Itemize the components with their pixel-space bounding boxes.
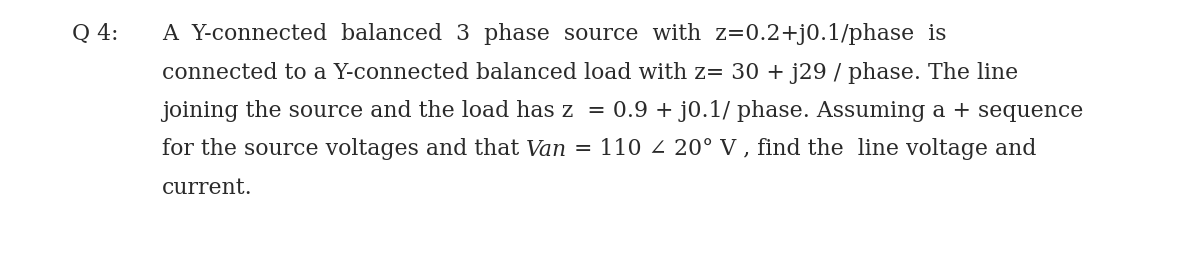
Text: A  Y-connected  balanced  3  phase  source  with  z=0.2+j0.1/phase  is: A Y-connected balanced 3 phase source wi… — [162, 23, 947, 45]
Text: connected to a Y-connected balanced load with z= 30 + j29 / phase. The line: connected to a Y-connected balanced load… — [162, 61, 1019, 84]
Text: for the source voltages and that: for the source voltages and that — [162, 138, 527, 161]
Text: current.: current. — [162, 177, 253, 199]
Text: Q 4:: Q 4: — [72, 23, 119, 45]
Text: joining the source and the load has z  = 0.9 + j0.1/ phase. Assuming a + sequenc: joining the source and the load has z = … — [162, 100, 1084, 122]
Text: Van: Van — [527, 138, 568, 161]
Text: = 110 ∠ 20° V , find the  line voltage and: = 110 ∠ 20° V , find the line voltage an… — [568, 138, 1037, 161]
